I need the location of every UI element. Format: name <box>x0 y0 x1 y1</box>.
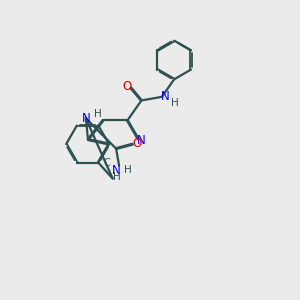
Text: H: H <box>124 165 131 175</box>
Text: H: H <box>113 172 121 182</box>
Text: N: N <box>112 164 121 176</box>
Text: H: H <box>94 110 102 119</box>
Text: O: O <box>123 80 132 93</box>
Text: H: H <box>170 98 178 108</box>
Text: N: N <box>137 134 146 147</box>
Text: C: C <box>103 158 110 169</box>
Text: N: N <box>82 112 91 125</box>
Text: N: N <box>160 90 169 103</box>
Text: O: O <box>133 137 142 150</box>
